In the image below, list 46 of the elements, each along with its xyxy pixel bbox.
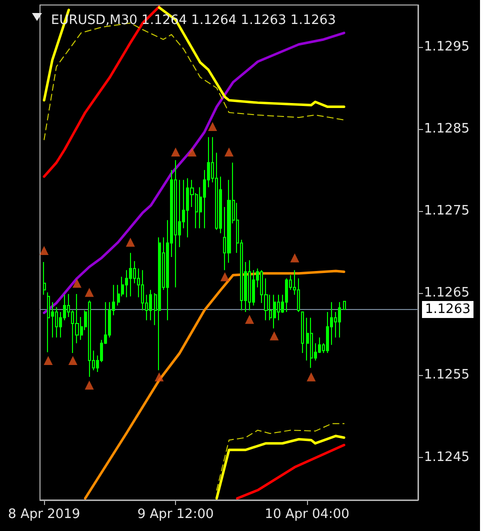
candlestick [310, 317, 313, 368]
candlestick [158, 236, 161, 371]
point [171, 147, 180, 156]
candlestick [129, 252, 132, 297]
candlestick [248, 260, 251, 311]
point [84, 380, 94, 390]
point [72, 278, 82, 288]
candlestick [149, 289, 152, 321]
candlestick [43, 261, 46, 296]
candlestick [301, 312, 304, 354]
x-tick-label: 10 Apr 04:00 [264, 507, 350, 522]
line-series [42, 32, 346, 314]
point [126, 238, 135, 247]
y-tick-label: 1.1285 [424, 121, 470, 136]
candlestick [88, 300, 91, 378]
point [224, 147, 234, 156]
point [245, 314, 254, 324]
candlestick [338, 302, 341, 338]
candlestick [285, 278, 288, 313]
y-tick-label: 1.1275 [424, 204, 470, 219]
point [44, 356, 53, 365]
point [220, 272, 230, 282]
point [68, 356, 78, 365]
y-tick-label: 1.1245 [424, 450, 470, 465]
x-tick-label: 8 Apr 2019 [8, 507, 80, 522]
candlestick [174, 160, 177, 288]
point [270, 331, 279, 340]
candlestick [47, 292, 50, 353]
ref-line-label: 1.1263 [425, 302, 470, 318]
line-series [84, 270, 346, 500]
point [306, 372, 316, 382]
line-series [236, 444, 346, 500]
point [84, 288, 94, 297]
line-series [215, 434, 346, 500]
point [154, 372, 164, 382]
candlestick [343, 300, 346, 310]
candlestick [273, 294, 276, 329]
y-tick-label: 1.1265 [424, 286, 470, 301]
point [40, 246, 49, 255]
x-tick-label: 9 Apr 12:00 [137, 507, 214, 522]
point [290, 253, 300, 262]
y-tick-label: 1.1255 [424, 368, 470, 383]
line-series [216, 423, 345, 491]
y-tick-label: 1.1295 [424, 39, 470, 54]
point [188, 147, 197, 156]
point [208, 122, 218, 131]
